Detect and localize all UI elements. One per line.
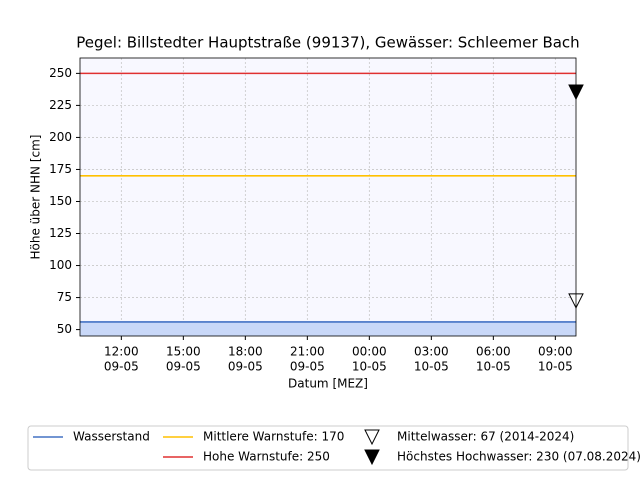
x-tick-label: 03:00: [414, 345, 449, 359]
y-tick-label: 175: [49, 162, 72, 176]
legend-label: Höchstes Hochwasser: 230 (07.08.2024): [397, 450, 640, 464]
legend-label: Hohe Warnstufe: 250: [203, 450, 330, 464]
y-tick-label: 225: [49, 98, 72, 112]
y-tick-label: 200: [49, 130, 72, 144]
x-tick-label: 12:00: [104, 345, 139, 359]
y-tick-label: 150: [49, 194, 72, 208]
x-axis-label: Datum [MEZ]: [288, 377, 368, 391]
area: [80, 321, 576, 336]
x-tick-label: 10-05: [414, 360, 449, 374]
x-tick-label: 21:00: [290, 345, 325, 359]
x-tick-label: 10-05: [538, 360, 573, 374]
x-tick-label: 09-05: [290, 360, 325, 374]
plot-frame: [79, 57, 577, 337]
plot-area: [80, 58, 576, 336]
x-tick-label: 18:00: [228, 345, 263, 359]
y-tick-label: 100: [49, 258, 72, 272]
y-axis-label: Höhe über NHN [cm]: [29, 135, 43, 260]
x-tick-label: 10-05: [476, 360, 511, 374]
x-tick-label: 09:00: [538, 345, 573, 359]
x-tick-label: 10-05: [352, 360, 387, 374]
legend-label: Mittlere Warnstufe: 170: [203, 430, 344, 444]
x-tick-label: 06:00: [476, 345, 511, 359]
legend-marker: [364, 449, 380, 466]
x-tick-label: 15:00: [166, 345, 201, 359]
y-tick-label: 50: [57, 322, 72, 336]
legend-label: Wasserstand: [73, 430, 150, 444]
chart-title: Pegel: Billstedter Hauptstraße (99137), …: [76, 34, 579, 52]
legend-label: Mittelwasser: 67 (2014-2024): [397, 430, 574, 444]
y-tick-label: 75: [57, 290, 72, 304]
x-tick-label: 09-05: [104, 360, 139, 374]
y-tick-label: 250: [49, 66, 72, 80]
x-tick-label: 09-05: [166, 360, 201, 374]
legend-marker: [364, 429, 380, 446]
y-tick-label: 125: [49, 226, 72, 240]
x-tick-label: 00:00: [352, 345, 387, 359]
x-tick-label: 09-05: [228, 360, 263, 374]
